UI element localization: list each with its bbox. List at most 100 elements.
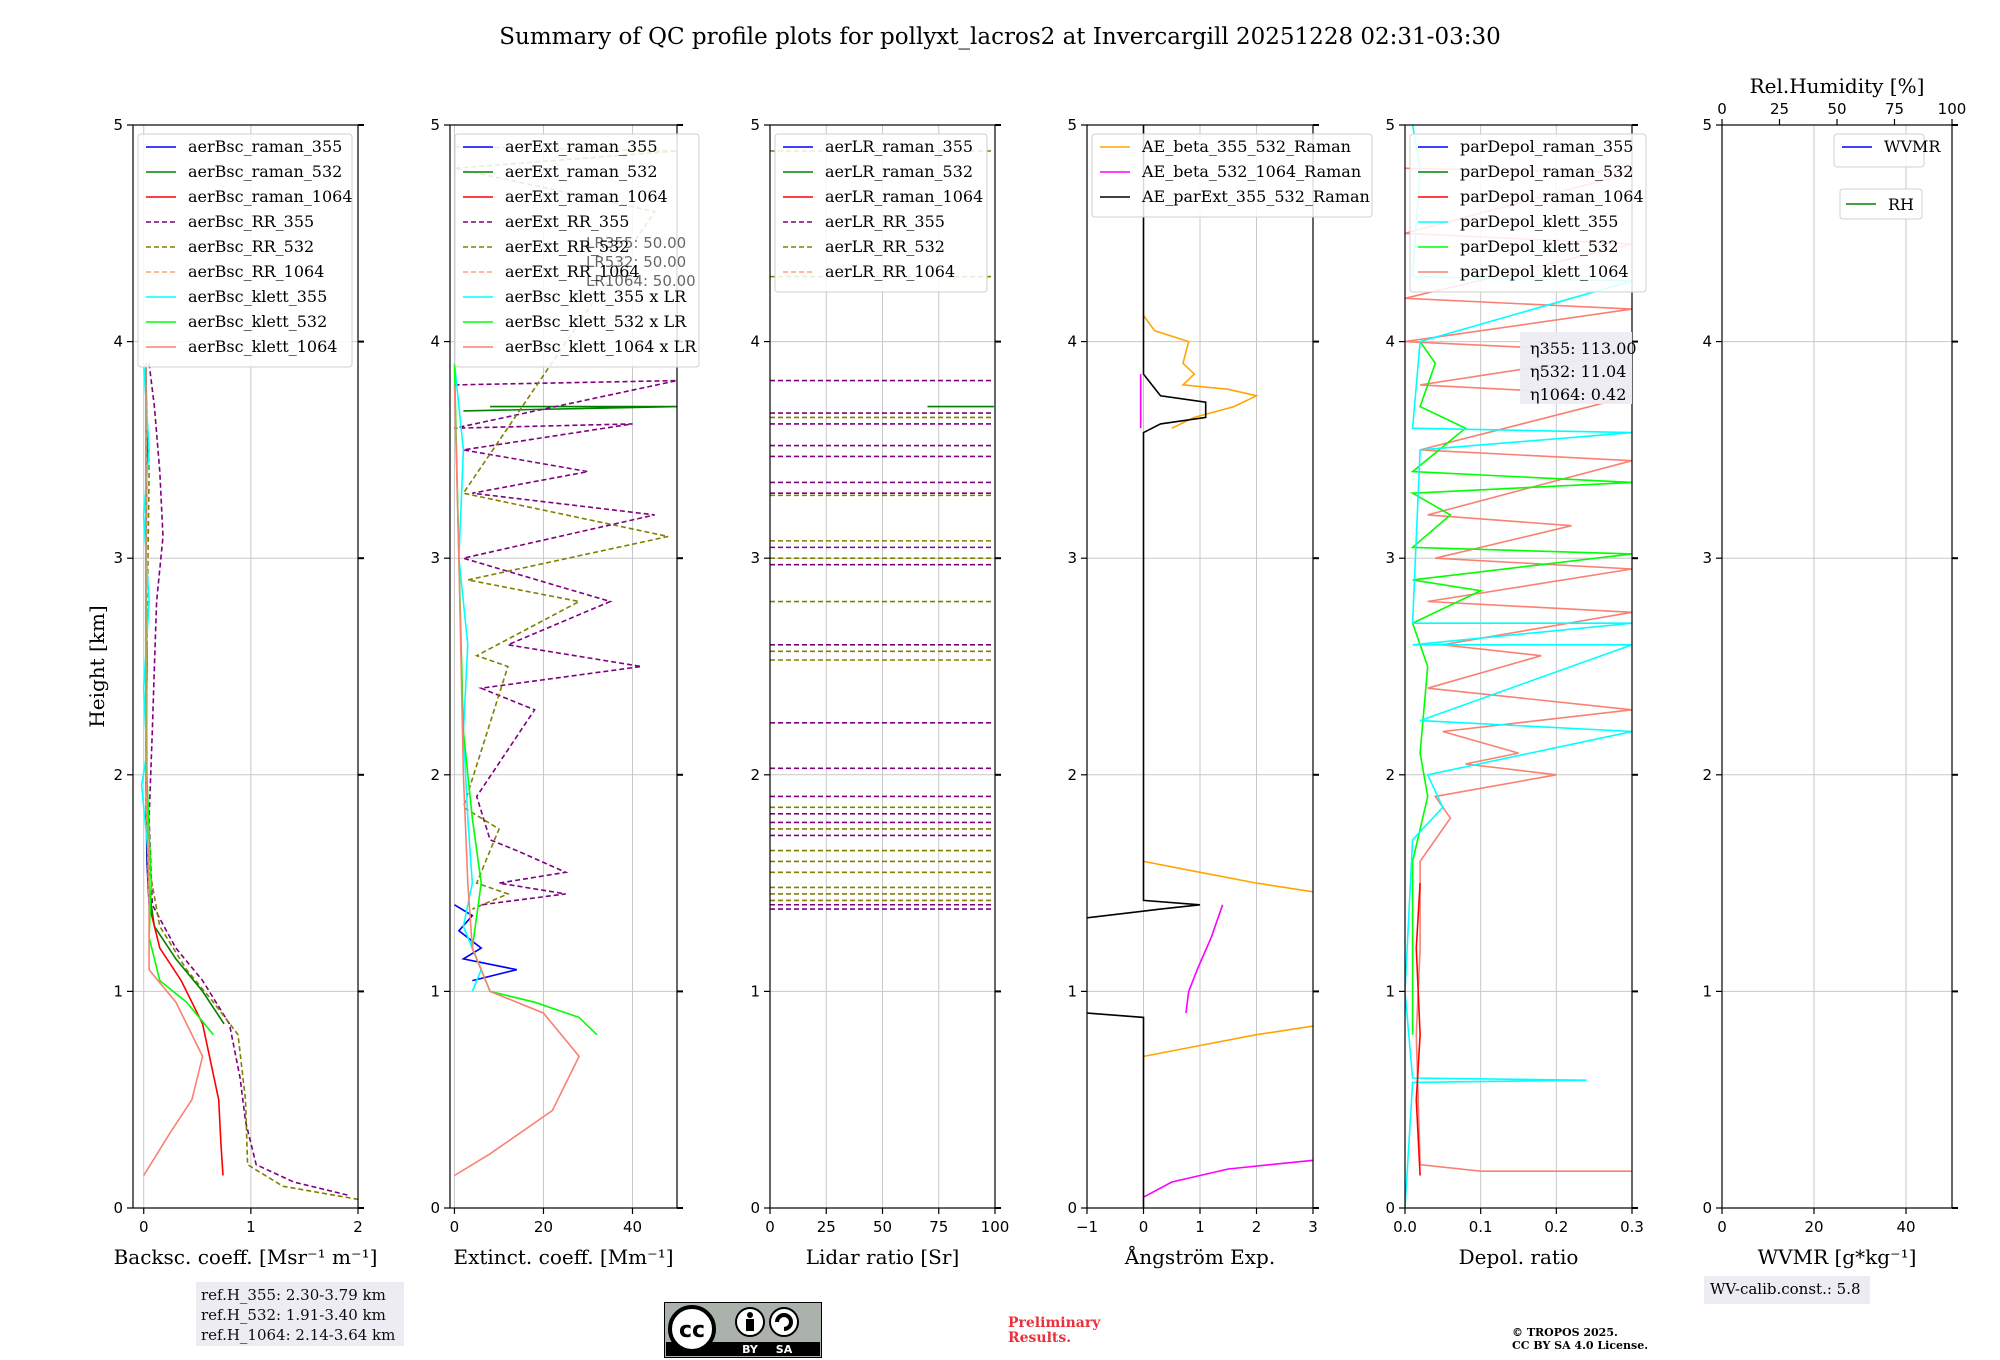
ytick-label-lidar_ratio-3: 3 xyxy=(750,549,760,567)
line-parDepol_klett_355 xyxy=(1405,125,1632,1208)
legend-entry-lidar_ratio-4: aerLR_RR_532 xyxy=(825,237,945,256)
line-aerBsc_raman_532 xyxy=(145,363,225,1025)
xtick-label-wvmr-0: 0 xyxy=(1717,1218,1727,1236)
ytick-label-wvmr-4: 4 xyxy=(1702,333,1712,351)
eta-box xyxy=(1520,332,1632,404)
series-angstrom xyxy=(1087,125,1313,1208)
wv-calib-box: WV-calib.const.: 5.8 xyxy=(1704,1276,1870,1304)
cc-sa-label: SA xyxy=(776,1343,793,1356)
legend-depolarization: parDepol_raman_355 parDepol_raman_532 parD… xyxy=(1409,133,1647,293)
reference-height-box: ref.H_355: 2.30-3.79 km ref.H_532: 1.91-… xyxy=(196,1282,404,1346)
ytick-label-backscatter-0: 0 xyxy=(113,1199,123,1217)
line-aerBsc_klett_1064 x LR xyxy=(453,384,581,1177)
cc-by-label: BY xyxy=(742,1343,759,1356)
legend-entry-depolarization-4: parDepol_klett_532 xyxy=(1460,237,1618,256)
ytick-label-angstrom-1: 1 xyxy=(1067,982,1077,1000)
legend-entry-backscatter-5: aerBsc_RR_1064 xyxy=(188,262,324,281)
ytick-label-wvmr-5: 5 xyxy=(1702,116,1712,134)
series-lidar_ratio xyxy=(770,150,994,910)
line-aerBsc_klett_355 x LR xyxy=(453,363,483,992)
legend-entry-depolarization-3: parDepol_klett_355 xyxy=(1460,212,1618,231)
ytick-label-extinction-5: 5 xyxy=(430,116,440,134)
top-xtick-label-3: 75 xyxy=(1885,100,1904,118)
xtick-label-lidar_ratio-2: 50 xyxy=(873,1218,892,1236)
ytick-label-wvmr-2: 2 xyxy=(1702,766,1712,784)
legend-entry-extinction-7: aerBsc_klett_532 x LR xyxy=(505,312,687,331)
legend-entry-depolarization-0: parDepol_raman_355 xyxy=(1460,137,1633,156)
legend-entry-extinction-1: aerExt_raman_532 xyxy=(505,162,658,181)
legend-entry-wvmr-0: WVMR xyxy=(1884,137,1941,156)
legend-backscatter: aerBsc_raman_355 aerBsc_raman_532 aerBsc_r… xyxy=(137,133,353,368)
ytick-label-extinction-2: 2 xyxy=(430,766,440,784)
legend-entry-lidar_ratio-5: aerLR_RR_1064 xyxy=(825,262,955,281)
legend-entry-backscatter-4: aerBsc_RR_532 xyxy=(188,237,314,256)
legend-box-extinction xyxy=(454,133,700,368)
ytick-label-angstrom-5: 5 xyxy=(1067,116,1077,134)
xtick-label-depolarization-1: 0.1 xyxy=(1469,1218,1493,1236)
xtick-label-angstrom-2: 1 xyxy=(1195,1218,1205,1236)
ytick-label-backscatter-2: 2 xyxy=(113,766,123,784)
ytick-label-backscatter-5: 5 xyxy=(113,116,123,134)
line-aerExt_RR_355 xyxy=(454,379,677,906)
legend-entry-backscatter-3: aerBsc_RR_355 xyxy=(188,212,314,231)
legend-entry-backscatter-6: aerBsc_klett_355 xyxy=(188,287,327,306)
xlabel-lidar_ratio: Lidar ratio [Sr] xyxy=(806,1245,960,1269)
legend-lidar_ratio: aerLR_raman_355 aerLR_raman_532 aerLR_rama… xyxy=(774,133,988,293)
frame-depolarization xyxy=(1404,124,1633,1209)
ytick-label-lidar_ratio-0: 0 xyxy=(750,1199,760,1217)
ytick-label-extinction-3: 3 xyxy=(430,549,440,567)
ytick-label-angstrom-3: 3 xyxy=(1067,549,1077,567)
preliminary-note: Preliminary Results. xyxy=(1008,1316,1100,1346)
top-xtick-label-0: 0 xyxy=(1717,100,1727,118)
top-xlabel: Rel.Humidity [%] xyxy=(1750,74,1925,98)
legend-entry-extinction-8: aerBsc_klett_1064 x LR xyxy=(505,337,697,356)
panel-backscatter: 0 1 2 0 1 2 3 4 5 Backsc. coeff. [Msr⁻¹ m⁻¹] Heigh… xyxy=(85,116,377,1269)
legend-entry-backscatter-7: aerBsc_klett_532 xyxy=(188,312,327,331)
xlabel-extinction: Extinct. coeff. [Mm⁻¹] xyxy=(453,1245,673,1269)
figure-title: Summary of QC profile plots for pollyxt_… xyxy=(499,24,1500,50)
line-AE_beta_355_532_Raman xyxy=(1142,315,1259,429)
series-backscatter xyxy=(140,363,358,1201)
ytick-label-backscatter-1: 1 xyxy=(113,982,123,1000)
ytick-label-depolarization-3: 3 xyxy=(1385,549,1395,567)
lr-line-0: LR355: 50.00 xyxy=(586,234,686,252)
ytick-label-lidar_ratio-4: 4 xyxy=(750,333,760,351)
legend-entry-lidar_ratio-1: aerLR_raman_532 xyxy=(825,162,973,181)
line-AE_beta_355_532_Raman_low2 xyxy=(1143,1025,1313,1058)
ytick-label-backscatter-4: 4 xyxy=(113,333,123,351)
xtick-label-backscatter-1: 1 xyxy=(246,1218,256,1236)
ytick-label-extinction-4: 4 xyxy=(430,333,440,351)
legend-box-angstrom xyxy=(1091,133,1373,218)
legend-box-lidar_ratio xyxy=(774,133,988,293)
ytick-label-depolarization-1: 1 xyxy=(1385,982,1395,1000)
ytick-label-depolarization-4: 4 xyxy=(1385,333,1395,351)
ytick-label-angstrom-2: 2 xyxy=(1067,766,1077,784)
legend-entry-depolarization-5: parDepol_klett_1064 xyxy=(1460,262,1629,281)
line-aerBsc_klett_532 x LR xyxy=(453,363,598,1036)
refh-355: ref.H_355: 2.30-3.79 km xyxy=(201,1286,386,1304)
legend2-entry: RH xyxy=(1888,195,1914,214)
xtick-label-backscatter-2: 2 xyxy=(353,1218,363,1236)
xtick-label-wvmr-2: 40 xyxy=(1896,1218,1915,1236)
legend-entry-extinction-3: aerExt_RR_355 xyxy=(505,212,629,231)
xtick-label-wvmr-1: 20 xyxy=(1804,1218,1823,1236)
eta-line-1: η532: 11.04 xyxy=(1530,362,1626,381)
ytick-label-lidar_ratio-2: 2 xyxy=(750,766,760,784)
legend-entry-extinction-6: aerBsc_klett_355 x LR xyxy=(505,287,687,306)
panel-wvmr: 0 20 40 0 1 2 3 4 5 WVMR [g*kg⁻¹] 0 25 50 75 100 Rel.Hu… xyxy=(1702,74,1966,1269)
legend2-box xyxy=(1839,188,1923,220)
ytick-label-lidar_ratio-1: 1 xyxy=(750,982,760,1000)
xtick-label-extinction-2: 40 xyxy=(623,1218,642,1236)
line-aerBsc_klett_1064 xyxy=(143,363,204,1176)
ytick-label-angstrom-0: 0 xyxy=(1067,1199,1077,1217)
svg-text:cc: cc xyxy=(679,1318,705,1343)
legend-entry-backscatter-8: aerBsc_klett_1064 xyxy=(188,337,337,356)
wv-calib-text: WV-calib.const.: 5.8 xyxy=(1710,1280,1861,1298)
xtick-label-lidar_ratio-3: 75 xyxy=(929,1218,948,1236)
legend-entry-backscatter-1: aerBsc_raman_532 xyxy=(188,162,342,181)
legend-entry-extinction-5: aerExt_RR_1064 xyxy=(505,262,640,281)
legend-box-wvmr xyxy=(1833,133,1925,168)
ytick-label-lidar_ratio-5: 5 xyxy=(750,116,760,134)
copyright-line-2: CC BY SA 4.0 License. xyxy=(1512,1339,1649,1352)
